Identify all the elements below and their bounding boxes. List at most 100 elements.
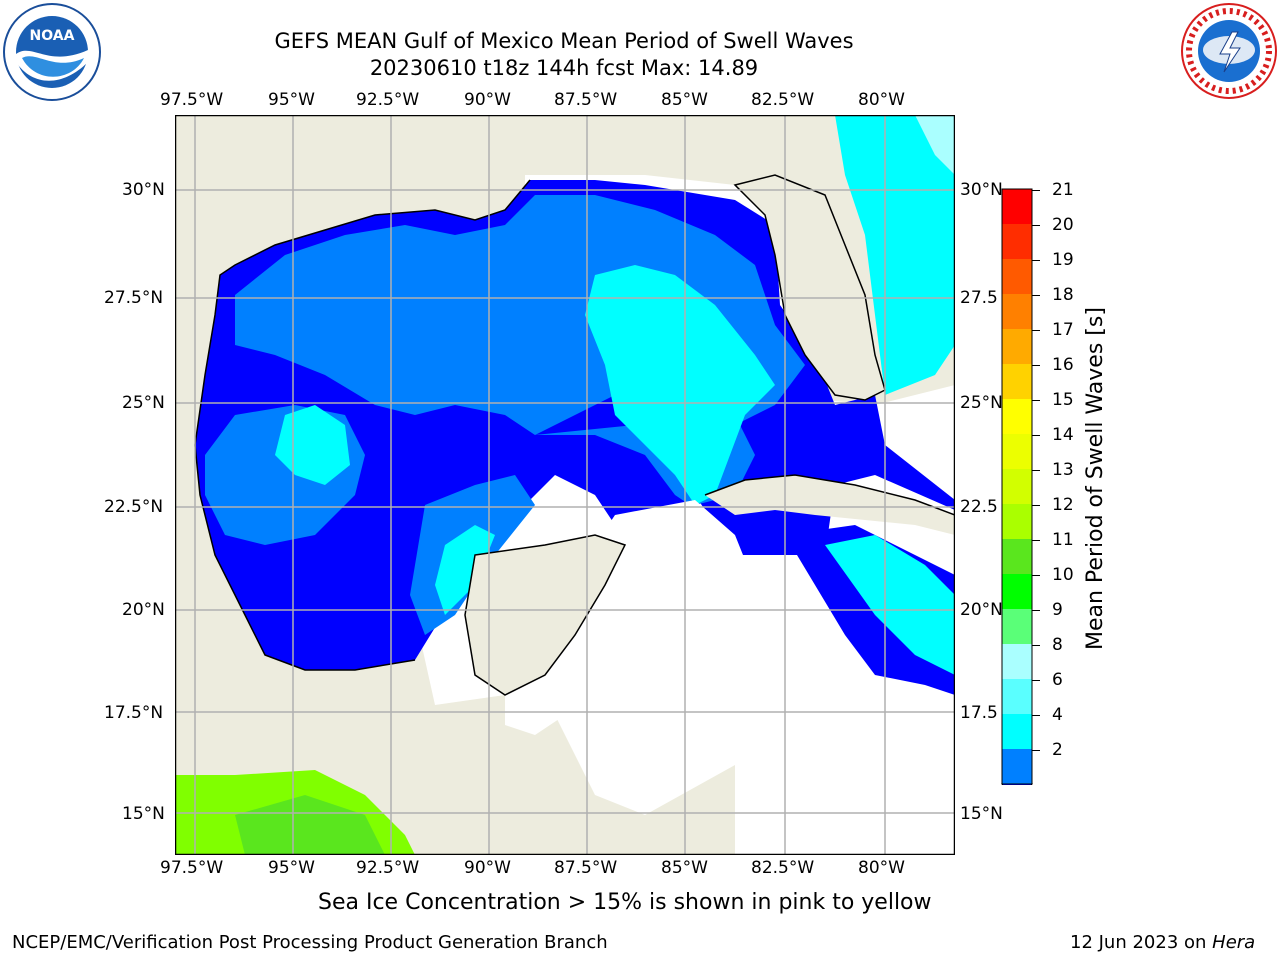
atlantic-swell — [835, 115, 955, 395]
lat-label-left: 30°N — [122, 180, 165, 200]
colorbar-frame — [1001, 188, 1033, 785]
pacific-swell-11s — [235, 795, 385, 855]
lat-label-left: 15°N — [122, 804, 165, 824]
lon-label-bottom: 90°W — [464, 858, 511, 878]
colorbar-tick-mark — [1032, 365, 1040, 366]
lat-label-left: 17.5°N — [104, 703, 164, 723]
colorbar-segment — [1002, 609, 1032, 644]
lon-label-top: 95°W — [268, 90, 315, 110]
colorbar-tick-label: 15 — [1052, 390, 1074, 410]
map-panel — [174, 114, 956, 856]
lat-label-right: 25°N — [960, 393, 1003, 413]
caribbean-no-data — [735, 715, 955, 855]
lon-label-bottom: 92.5°W — [356, 858, 420, 878]
colorbar-tick-label: 6 — [1052, 670, 1063, 690]
atlantic-swell-8s — [915, 115, 955, 175]
lat-label-right: 15°N — [960, 804, 1003, 824]
colorbar-segment — [1002, 714, 1032, 749]
colorbar-tick-mark — [1032, 645, 1040, 646]
nws-logo — [1180, 2, 1278, 100]
footer-credit: NCEP/EMC/Verification Post Processing Pr… — [12, 932, 608, 953]
yucatan-no-data — [505, 500, 755, 735]
sea-ice-note: Sea Ice Concentration > 15% is shown in … — [318, 890, 932, 915]
lat-label-right: 20°N — [960, 600, 1003, 620]
colorbar-segment — [1002, 469, 1032, 504]
colorbar-tick-label: 17 — [1052, 320, 1074, 340]
colorbar-tick-label: 16 — [1052, 355, 1074, 375]
florida-land — [735, 175, 885, 400]
colorbar-tick-mark — [1032, 400, 1040, 401]
lat-label-left: 20°N — [122, 600, 165, 620]
lon-label-top: 85°W — [661, 90, 708, 110]
colorbar-tick-mark — [1032, 680, 1040, 681]
lon-label-bottom: 85°W — [661, 858, 708, 878]
footer-host: Hera — [1212, 932, 1256, 953]
colorbar-label: Mean Period of Swell Waves [s] — [1083, 307, 1108, 650]
swell-region-6s — [585, 265, 775, 505]
colorbar-segment — [1002, 189, 1032, 224]
lat-label-right: 22.5 — [960, 497, 998, 517]
lat-label-left: 27.5°N — [104, 288, 164, 308]
graticule — [175, 115, 955, 855]
lat-label-left: 25°N — [122, 393, 165, 413]
colorbar-tick-label: 2 — [1052, 740, 1063, 760]
colorbar-tick-label: 11 — [1052, 530, 1074, 550]
colorbar-segment — [1002, 294, 1032, 329]
gulf-map — [174, 114, 956, 856]
colorbar-tick-mark — [1032, 540, 1040, 541]
lon-label-top: 97.5°W — [160, 90, 224, 110]
colorbar — [1000, 185, 1040, 812]
colorbar-tick-mark — [1032, 715, 1040, 716]
yucatan-land — [465, 535, 625, 695]
colorbar-segment — [1002, 224, 1032, 259]
colorbar-segment — [1002, 539, 1032, 574]
colorbar-tick-label: 12 — [1052, 495, 1074, 515]
colorbar-tick-mark — [1032, 470, 1040, 471]
colorbar-graphic — [1001, 188, 1033, 812]
coastline — [194, 174, 956, 696]
colorbar-tick-mark — [1032, 260, 1040, 261]
colorbar-tick-label: 4 — [1052, 705, 1063, 725]
lon-label-bottom: 82.5°W — [751, 858, 815, 878]
colorbar-tick-label: 13 — [1052, 460, 1074, 480]
lon-label-bottom: 87.5°W — [554, 858, 618, 878]
colorbar-tick-label: 20 — [1052, 215, 1074, 235]
colorbar-tick-label: 10 — [1052, 565, 1074, 585]
colorbar-tick-label: 9 — [1052, 600, 1063, 620]
map-frame — [174, 114, 956, 856]
lon-label-top: 92.5°W — [356, 90, 420, 110]
colorbar-tick-label: 19 — [1052, 250, 1074, 270]
colorbar-segment — [1002, 504, 1032, 539]
colorbar-tick-mark — [1032, 435, 1040, 436]
noaa-logo-text: NOAA — [30, 28, 75, 44]
colorbar-tick-mark — [1032, 575, 1040, 576]
colorbar-tick-mark — [1032, 750, 1040, 751]
colorbar-segment — [1002, 364, 1032, 399]
lon-label-bottom: 97.5°W — [160, 858, 224, 878]
chart-title: GEFS MEAN Gulf of Mexico Mean Period of … — [274, 29, 854, 53]
colorbar-tick-mark — [1032, 610, 1040, 611]
colorbar-segment — [1002, 574, 1032, 609]
colorbar-segment — [1002, 749, 1032, 784]
colorbar-segment — [1002, 259, 1032, 294]
colorbar-tick-mark — [1032, 190, 1040, 191]
lat-label-right: 30°N — [960, 180, 1003, 200]
colorbar-tick-label: 14 — [1052, 425, 1074, 445]
lon-label-top: 82.5°W — [751, 90, 815, 110]
colorbar-tick-mark — [1032, 505, 1040, 506]
lon-label-bottom: 80°W — [858, 858, 905, 878]
colorbar-tick-label: 8 — [1052, 635, 1063, 655]
footer-date: 12 Jun 2023 on Hera — [1070, 932, 1255, 953]
colorbar-segment — [1002, 434, 1032, 469]
colorbar-tick-mark — [1032, 225, 1040, 226]
lat-label-right: 17.5 — [960, 703, 998, 723]
colorbar-tick-label: 18 — [1052, 285, 1074, 305]
noaa-logo: NOAA — [2, 2, 102, 102]
lon-label-bottom: 95°W — [268, 858, 315, 878]
lat-label-right: 27.5 — [960, 288, 998, 308]
cuba-land — [705, 475, 955, 535]
colorbar-segment — [1002, 399, 1032, 434]
colorbar-tick-mark — [1032, 295, 1040, 296]
footer-date-text: 12 Jun 2023 on — [1070, 932, 1213, 953]
lon-label-top: 87.5°W — [554, 90, 618, 110]
